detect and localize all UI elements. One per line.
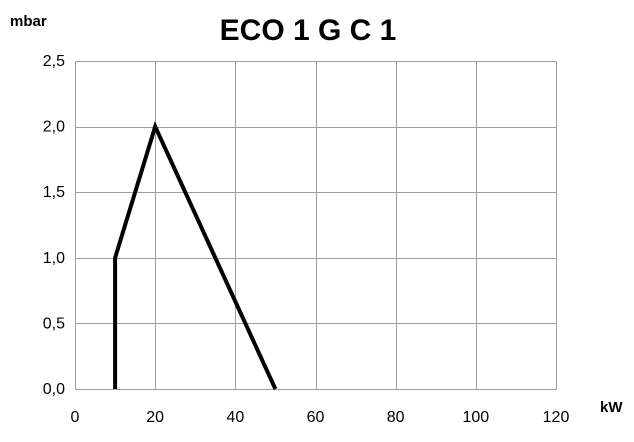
y-tick-label: 0,5 xyxy=(43,315,65,332)
y-tick-label: 2,0 xyxy=(43,119,65,136)
series-line xyxy=(113,120,278,390)
x-tick-label: 120 xyxy=(543,409,570,426)
x-tick-label: 100 xyxy=(462,409,489,426)
y-axis-label: mbar xyxy=(10,13,47,30)
plot-area-border xyxy=(75,61,557,390)
chart-title: ECO 1 G C 1 xyxy=(220,14,397,47)
x-tick-label: 80 xyxy=(387,409,405,426)
x-tick-label: 60 xyxy=(307,409,325,426)
y-tick-label: 2,5 xyxy=(43,53,65,70)
x-axis-label: kW xyxy=(600,399,623,416)
tick-labels: 0 20 40 60 80 100 120 0,0 0,5 1,0 1,5 2,0 2,5 xyxy=(43,53,570,426)
grid xyxy=(75,61,557,390)
x-tick-label: 20 xyxy=(146,409,164,426)
series-layer xyxy=(113,120,278,390)
y-tick-label: 1,0 xyxy=(43,250,65,267)
x-tick-label: 40 xyxy=(226,409,244,426)
y-tick-label: 1,5 xyxy=(43,184,65,201)
y-tick-label: 0,0 xyxy=(43,381,65,398)
x-tick-label: 0 xyxy=(71,409,80,426)
